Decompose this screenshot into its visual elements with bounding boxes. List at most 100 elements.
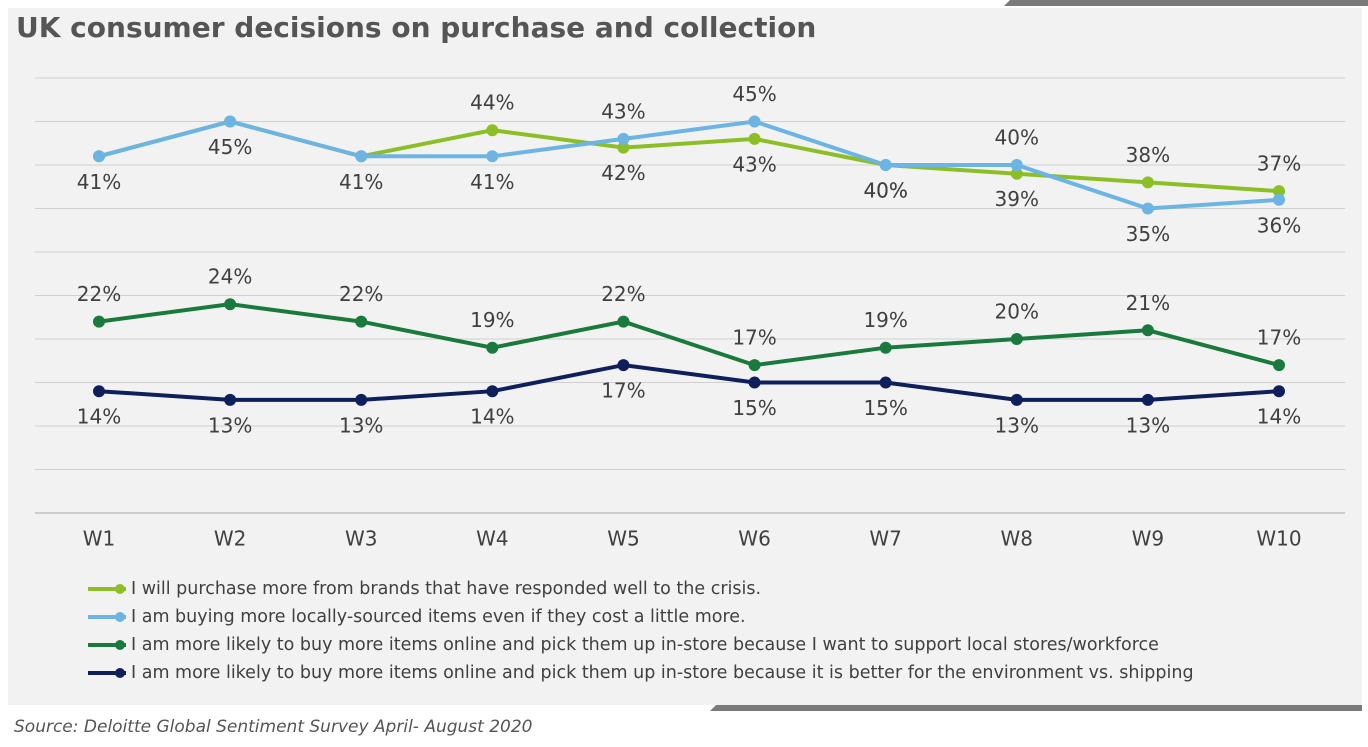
x-tick-label: W10 xyxy=(1256,527,1301,551)
chart-title: UK consumer decisions on purchase and co… xyxy=(16,11,816,44)
point xyxy=(879,376,892,389)
bottom-bar xyxy=(710,705,1362,711)
data-label: 14% xyxy=(77,405,121,429)
point xyxy=(1010,333,1023,345)
point xyxy=(93,385,105,398)
data-label: 14% xyxy=(1257,405,1301,429)
data-label: 22% xyxy=(77,282,121,306)
series-line xyxy=(98,119,1280,211)
point xyxy=(1141,393,1154,406)
point xyxy=(486,385,499,398)
point xyxy=(748,359,761,372)
data-label: 13% xyxy=(1126,413,1170,437)
x-tick-label: W3 xyxy=(345,527,378,551)
legend-label: I will purchase more from brands that ha… xyxy=(131,579,761,599)
x-tick-label: W5 xyxy=(607,527,640,551)
data-label: 41% xyxy=(470,170,514,194)
data-label: 41% xyxy=(77,170,121,194)
point xyxy=(748,376,761,389)
point xyxy=(1273,193,1285,206)
data-label: 13% xyxy=(995,413,1039,437)
legend-label: I am buying more locally-sourced items e… xyxy=(131,607,746,627)
point xyxy=(224,115,237,128)
point xyxy=(879,159,892,171)
point xyxy=(617,359,630,372)
point xyxy=(748,132,761,145)
x-tick-label: W4 xyxy=(476,527,509,551)
data-label: 37% xyxy=(1257,152,1301,176)
data-label: 14% xyxy=(470,405,514,429)
data-label: 38% xyxy=(1126,143,1170,167)
data-label: 15% xyxy=(863,396,907,420)
data-label: 43% xyxy=(601,99,645,123)
point xyxy=(93,315,105,328)
data-label: 45% xyxy=(208,135,252,159)
x-tick-label: W6 xyxy=(738,527,771,551)
point xyxy=(1141,202,1154,215)
x-tick-label: W2 xyxy=(214,527,247,551)
top-bar xyxy=(1004,0,1368,6)
point xyxy=(1010,393,1023,406)
data-label: 39% xyxy=(995,187,1039,211)
point xyxy=(355,315,368,328)
x-tick-label: W9 xyxy=(1132,527,1165,551)
data-label: 20% xyxy=(995,300,1039,324)
data-label: 17% xyxy=(1257,326,1301,350)
data-label: 15% xyxy=(732,396,776,420)
legend-label: I am more likely to buy more items onlin… xyxy=(131,663,1194,683)
data-label: 40% xyxy=(863,179,907,203)
data-label: 41% xyxy=(339,170,383,194)
x-tick-label: W8 xyxy=(1001,527,1034,551)
data-label: 40% xyxy=(863,179,907,203)
point xyxy=(1141,176,1154,189)
point xyxy=(486,124,499,137)
point xyxy=(1010,159,1023,171)
point xyxy=(617,315,630,328)
point xyxy=(1273,385,1285,398)
point xyxy=(1273,185,1285,198)
legend-marker xyxy=(115,584,125,594)
x-tick-label: W1 xyxy=(83,527,116,551)
data-label: 19% xyxy=(470,308,514,332)
point xyxy=(1010,167,1023,180)
point xyxy=(879,341,892,354)
point xyxy=(617,132,630,145)
data-label: 17% xyxy=(732,326,776,350)
legend-label: I am more likely to buy more items onlin… xyxy=(131,635,1159,655)
series-line xyxy=(98,302,1280,368)
data-label: 36% xyxy=(1257,213,1301,237)
point xyxy=(1273,359,1285,372)
data-label: 35% xyxy=(1126,222,1170,246)
data-label: 40% xyxy=(995,126,1039,150)
legend-marker xyxy=(115,612,125,622)
data-label: 24% xyxy=(208,265,252,289)
legend-marker xyxy=(115,668,125,678)
data-label: 19% xyxy=(863,308,907,332)
point xyxy=(93,150,105,163)
source: Source: Deloitte Global Sentiment Survey… xyxy=(14,717,532,737)
data-label: 22% xyxy=(601,282,645,306)
legend-marker xyxy=(115,640,125,650)
point xyxy=(1141,324,1154,337)
data-label: 43% xyxy=(732,152,776,176)
point xyxy=(486,150,499,163)
point xyxy=(617,141,630,154)
data-label: 42% xyxy=(601,161,645,185)
data-label: 13% xyxy=(208,413,252,437)
x-tick-label: W7 xyxy=(869,527,902,551)
data-label: 21% xyxy=(1126,291,1170,315)
data-label: 17% xyxy=(601,379,645,403)
point xyxy=(224,298,237,311)
data-label: 13% xyxy=(339,413,383,437)
point xyxy=(486,341,499,354)
data-label: 22% xyxy=(339,282,383,306)
data-label: 44% xyxy=(470,91,514,115)
point xyxy=(748,115,761,128)
point xyxy=(355,393,368,406)
data-label: 45% xyxy=(732,82,776,106)
point xyxy=(355,150,368,163)
series-line xyxy=(98,363,1280,402)
point xyxy=(224,393,237,406)
